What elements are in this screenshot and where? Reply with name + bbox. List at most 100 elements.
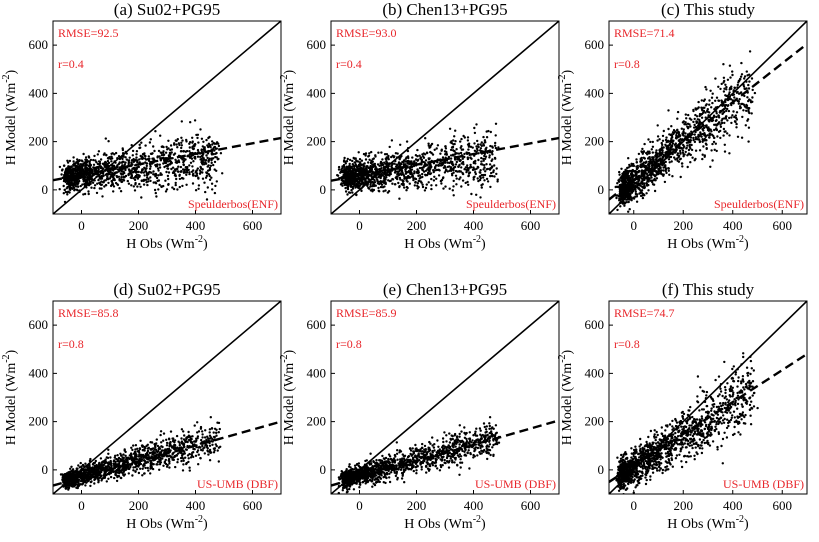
data-point <box>416 182 419 185</box>
data-point <box>210 161 213 165</box>
data-point <box>398 185 401 189</box>
data-point <box>168 438 171 441</box>
data-point <box>667 146 670 149</box>
data-point <box>451 154 455 157</box>
data-point <box>104 183 108 187</box>
data-point <box>205 154 208 157</box>
data-point <box>367 161 370 164</box>
data-point <box>728 64 732 67</box>
data-point <box>414 180 417 184</box>
data-point <box>203 181 206 184</box>
data-point <box>385 176 388 179</box>
data-point <box>477 158 480 162</box>
data-point <box>203 146 206 149</box>
data-point <box>470 192 473 196</box>
data-point <box>686 122 690 126</box>
data-point <box>737 100 740 103</box>
data-point <box>649 179 652 182</box>
data-point <box>130 159 134 162</box>
data-point <box>188 172 191 176</box>
data-point <box>666 144 670 148</box>
data-point <box>488 163 492 166</box>
data-point <box>723 117 726 120</box>
data-point <box>65 170 68 174</box>
data-point <box>213 191 217 195</box>
data-point <box>211 143 214 146</box>
data-point <box>383 169 386 173</box>
data-point <box>713 123 716 127</box>
data-point <box>437 168 440 171</box>
data-point <box>388 145 391 149</box>
data-point <box>191 136 194 139</box>
data-point <box>201 436 204 439</box>
data-point <box>694 107 697 110</box>
data-point <box>435 184 438 187</box>
data-point <box>141 467 144 470</box>
data-point <box>459 146 462 149</box>
data-point <box>165 170 168 174</box>
data-point <box>693 123 696 127</box>
data-point <box>181 184 184 188</box>
data-point <box>478 171 481 174</box>
data-point <box>78 466 82 469</box>
rmse-label: RMSE=71.4 <box>614 26 674 40</box>
data-point <box>438 159 442 162</box>
data-point <box>213 145 217 149</box>
data-point <box>370 150 373 154</box>
data-point <box>637 152 641 156</box>
data-point <box>156 156 159 159</box>
data-point <box>710 133 714 136</box>
data-point <box>480 186 483 189</box>
y-tick-label: 200 <box>307 134 327 149</box>
data-point <box>85 163 88 166</box>
data-point <box>629 172 633 175</box>
data-point <box>667 140 670 143</box>
data-point <box>400 162 403 166</box>
data-point <box>464 181 467 185</box>
data-point <box>479 196 482 199</box>
data-point <box>360 180 363 183</box>
data-point <box>406 186 409 190</box>
data-point <box>83 182 86 186</box>
data-point <box>412 178 415 182</box>
data-point <box>111 152 114 155</box>
data-point <box>410 171 413 174</box>
data-point <box>719 125 723 128</box>
data-point <box>86 176 90 180</box>
data-point <box>743 75 747 78</box>
data-point <box>129 176 132 179</box>
data-point <box>734 116 738 120</box>
data-point <box>704 142 708 145</box>
data-point <box>667 158 671 161</box>
data-point <box>458 178 461 181</box>
data-point <box>406 149 410 153</box>
data-point <box>117 170 120 173</box>
data-point <box>686 144 689 147</box>
data-point <box>114 151 118 155</box>
data-point <box>746 119 749 122</box>
data-point <box>68 185 71 189</box>
data-point <box>448 187 451 190</box>
data-point <box>425 151 429 154</box>
data-point <box>214 184 217 188</box>
data-point <box>685 117 688 120</box>
data-point <box>81 169 85 172</box>
data-point <box>61 168 64 171</box>
data-point <box>195 172 199 175</box>
data-point <box>213 160 217 164</box>
data-point <box>748 50 752 53</box>
data-point <box>355 169 358 172</box>
data-point <box>746 74 749 77</box>
data-point <box>353 161 356 164</box>
data-point <box>678 158 682 161</box>
data-point <box>741 115 744 119</box>
data-point <box>683 145 686 148</box>
data-point <box>750 77 754 80</box>
data-point <box>699 113 703 116</box>
data-point <box>169 144 173 147</box>
data-point <box>83 192 87 196</box>
data-point <box>380 183 384 186</box>
data-point <box>70 465 73 468</box>
data-point <box>480 156 483 160</box>
data-point <box>66 193 69 196</box>
